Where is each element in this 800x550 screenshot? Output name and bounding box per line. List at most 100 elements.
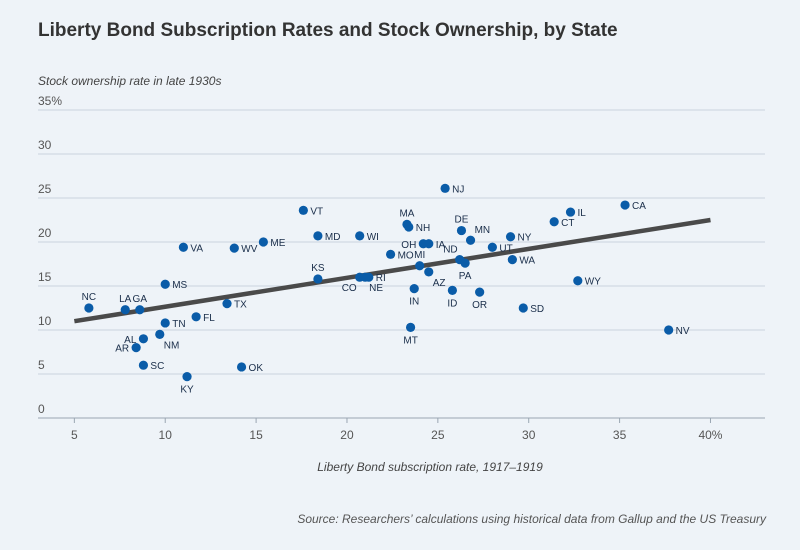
data-point-de — [456, 225, 467, 236]
data-label-fl: FL — [203, 313, 215, 324]
data-point-wv — [229, 243, 239, 253]
chart-title: Liberty Bond Subscription Rates and Stoc… — [38, 20, 618, 41]
data-label-ca: CA — [632, 201, 646, 212]
data-label-nv: NV — [676, 326, 690, 337]
data-label-oh: OH — [401, 240, 416, 251]
data-label-mi: MI — [414, 250, 425, 261]
x-tick-label: 5 — [71, 428, 78, 442]
data-point-ks — [313, 274, 323, 284]
data-point-la — [120, 305, 130, 315]
data-point-ar — [131, 343, 141, 353]
data-label-az: AZ — [433, 278, 446, 289]
data-point-ok — [236, 362, 247, 372]
y-tick-label: 30 — [38, 138, 52, 152]
data-point-mt — [405, 322, 416, 332]
y-axis-label: Stock ownership rate in late 1930s — [38, 74, 222, 88]
data-point-mi — [415, 261, 425, 271]
y-tick-label: 35% — [38, 94, 62, 108]
x-tick-label: 30 — [522, 428, 536, 442]
data-label-ia: IA — [436, 240, 446, 251]
data-point-nm — [155, 329, 165, 339]
data-label-la: LA — [119, 294, 132, 305]
data-label-md: MD — [325, 232, 341, 243]
data-point-nh — [404, 222, 414, 232]
data-label-wi: WI — [367, 232, 379, 243]
data-point-me — [258, 237, 268, 247]
trend-line — [73, 217, 711, 324]
y-tick-label: 5 — [38, 358, 45, 372]
data-label-pa: PA — [459, 271, 472, 282]
data-point-va — [178, 242, 188, 252]
data-point-or — [475, 287, 485, 297]
data-point-nc — [84, 303, 94, 313]
data-point-wa — [507, 255, 517, 265]
data-point-al — [138, 334, 149, 344]
data-label-nm: NM — [164, 340, 180, 351]
data-label-mn: MN — [475, 225, 491, 236]
data-point-id — [447, 285, 457, 295]
data-label-ma: MA — [399, 208, 414, 219]
data-point-ut — [487, 242, 497, 252]
data-label-sd: SD — [530, 304, 544, 315]
y-tick-label: 15 — [38, 270, 52, 284]
data-label-nc: NC — [82, 292, 96, 303]
data-label-il: IL — [578, 208, 587, 219]
data-label-tx: TX — [234, 300, 247, 311]
data-point-az — [424, 267, 434, 277]
y-tick-label: 25 — [38, 182, 52, 196]
data-label-de: DE — [455, 215, 469, 226]
data-label-ne: NE — [369, 283, 383, 294]
data-point-fl — [191, 312, 201, 322]
data-label-wv: WV — [241, 244, 257, 255]
data-label-in: IN — [409, 297, 419, 308]
data-point-wi — [355, 231, 365, 241]
source-note: Source: Researchers’ calculations using … — [297, 512, 766, 526]
data-label-ri: RI — [376, 273, 386, 284]
data-point-ri — [364, 272, 374, 282]
data-label-al: AL — [124, 335, 137, 346]
data-label-wa: WA — [519, 256, 535, 267]
data-label-ct: CT — [561, 218, 574, 229]
x-tick-label: 20 — [340, 428, 354, 442]
x-tick-label: 10 — [159, 428, 173, 442]
data-label-mo: MO — [398, 250, 414, 261]
y-tick-label: 10 — [38, 314, 52, 328]
data-label-mt: MT — [403, 335, 417, 346]
data-label-nd: ND — [443, 245, 457, 256]
data-point-in — [409, 284, 419, 294]
data-label-ms: MS — [172, 280, 187, 291]
data-label-wy: WY — [585, 277, 601, 288]
data-label-ks: KS — [311, 263, 325, 274]
data-point-nj — [440, 183, 450, 193]
data-point-mo — [385, 249, 396, 259]
data-point-tx — [222, 299, 232, 309]
data-label-or: OR — [472, 300, 487, 311]
data-point-md — [313, 231, 323, 241]
data-point-il — [565, 207, 576, 217]
x-tick-label: 40% — [698, 428, 722, 442]
data-point-ms — [160, 279, 170, 289]
x-tick-label: 35 — [613, 428, 627, 442]
data-label-ky: KY — [180, 385, 194, 396]
data-point-ga — [135, 305, 145, 315]
data-point-ky — [182, 372, 192, 382]
x-tick-label: 15 — [249, 428, 263, 442]
data-label-va: VA — [190, 243, 203, 254]
data-point-ia — [424, 239, 434, 249]
data-point-ct — [549, 217, 559, 227]
y-tick-label: 20 — [38, 226, 52, 240]
data-label-co: CO — [342, 283, 357, 294]
x-axis-label: Liberty Bond subscription rate, 1917–191… — [317, 460, 543, 474]
data-label-ut: UT — [499, 243, 512, 254]
data-label-ar: AR — [115, 344, 129, 355]
data-label-me: ME — [270, 238, 285, 249]
data-label-ok: OK — [249, 363, 264, 374]
data-point-nv — [664, 325, 674, 335]
data-label-vt: VT — [310, 206, 323, 217]
data-label-nj: NJ — [452, 184, 464, 195]
data-label-ny: NY — [518, 233, 532, 244]
data-point-ny — [505, 232, 516, 242]
data-label-nh: NH — [416, 223, 430, 234]
data-label-tn: TN — [172, 319, 185, 330]
